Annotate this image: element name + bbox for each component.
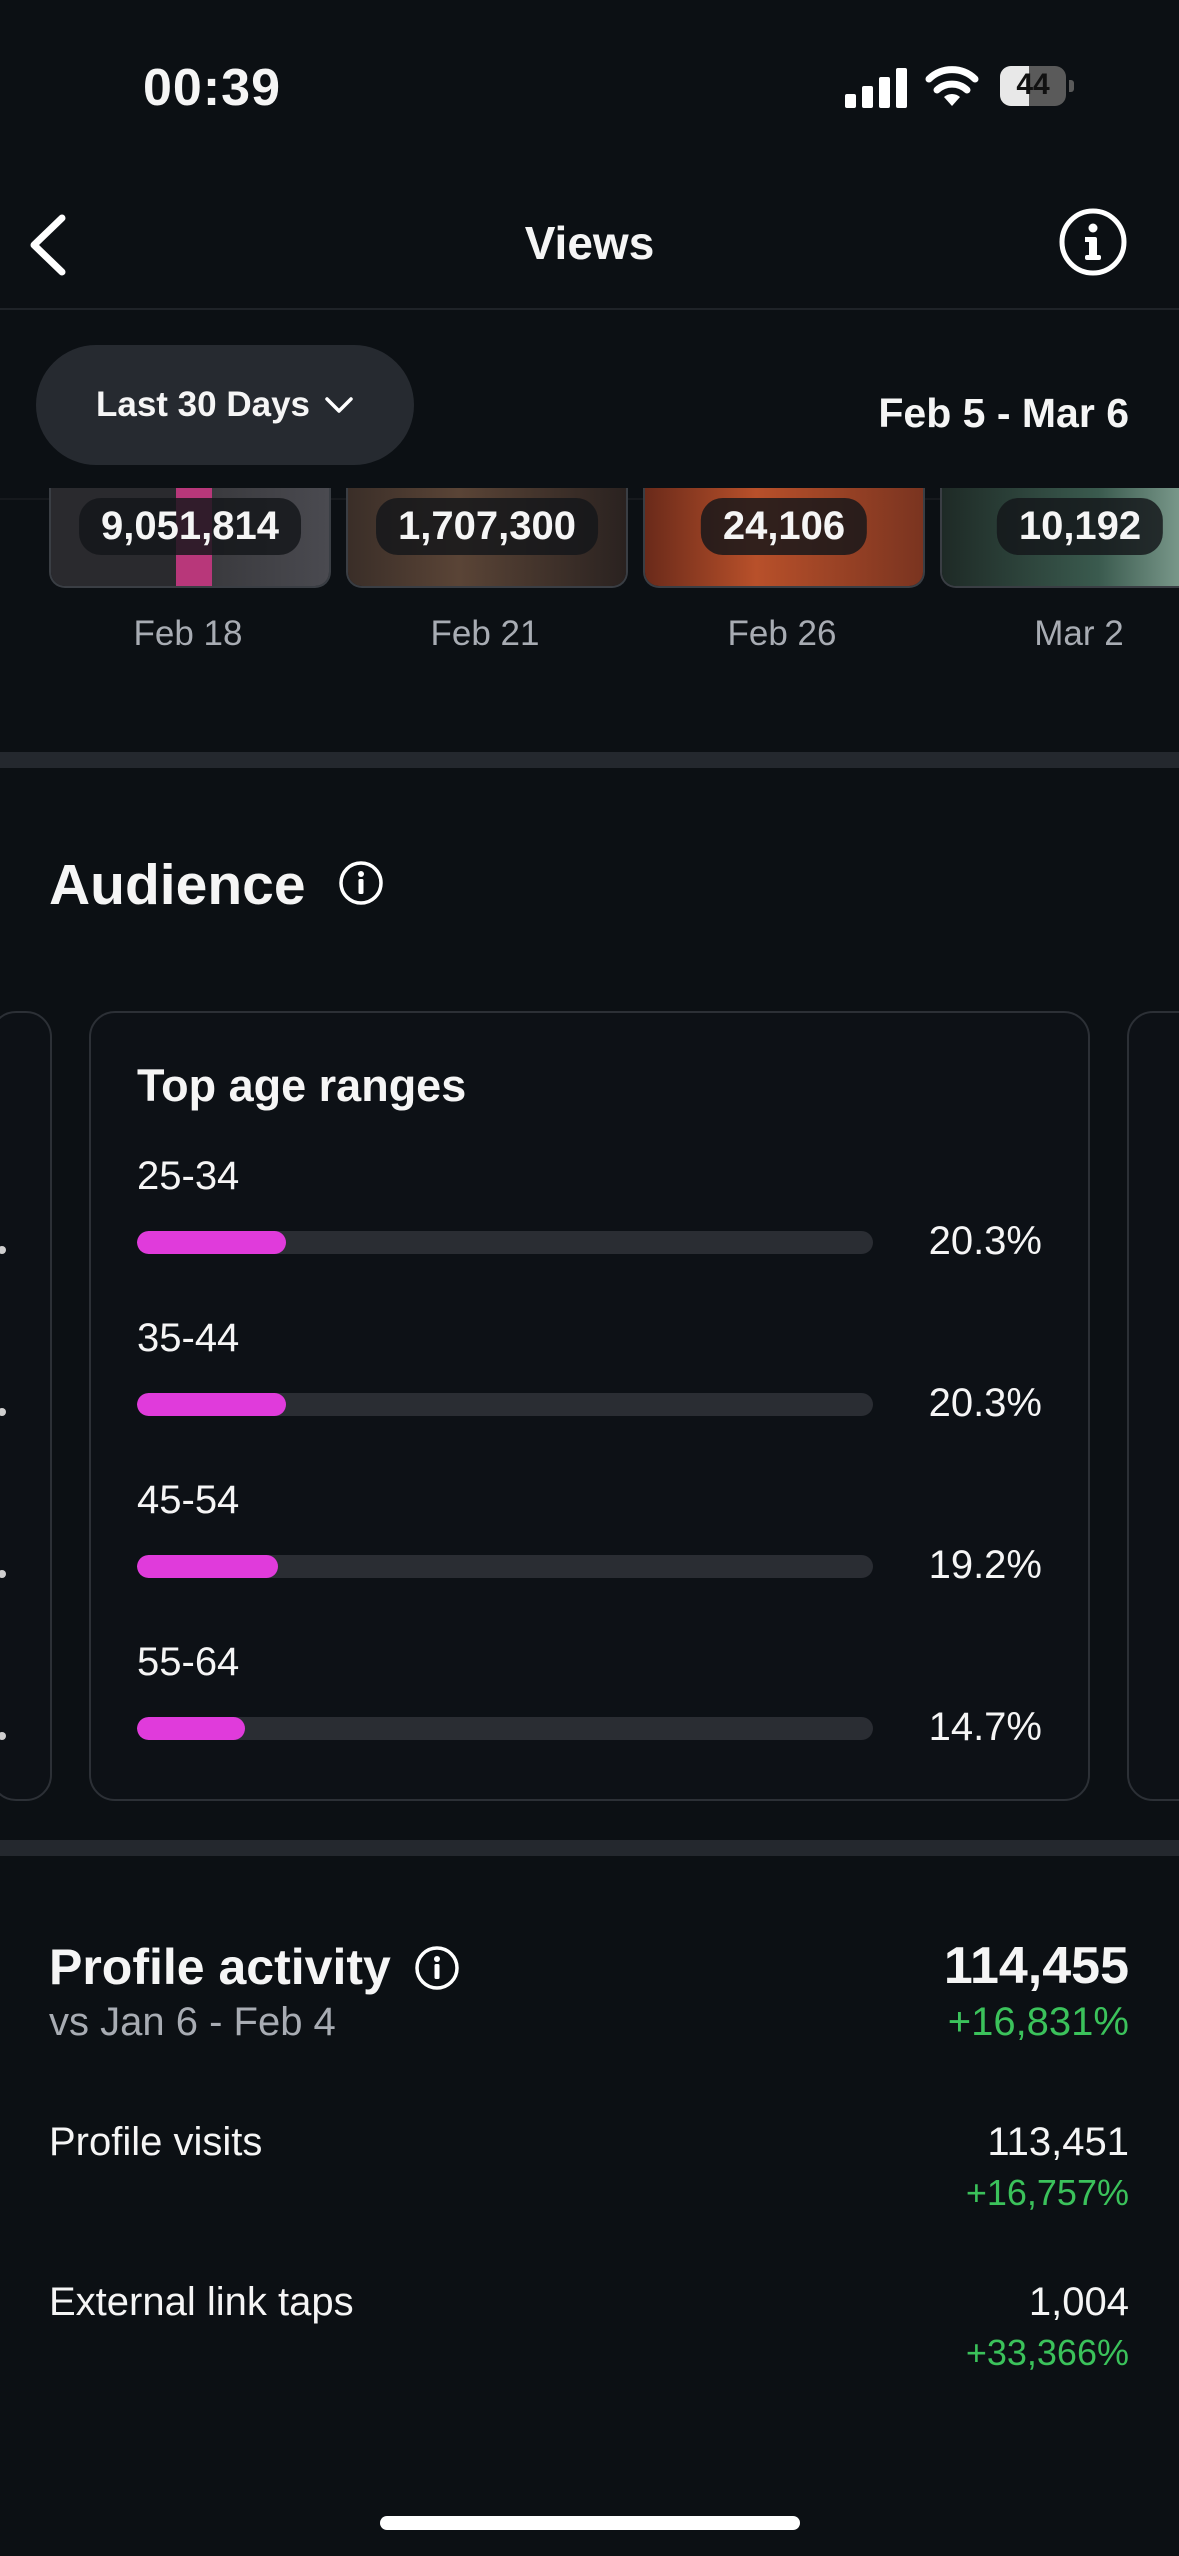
info-icon[interactable]	[1058, 207, 1128, 277]
metric-value: 1,004	[1028, 2280, 1129, 2324]
list-marker	[0, 1246, 6, 1254]
age-range-bar	[137, 1717, 873, 1740]
age-range-label: 25-34	[137, 1154, 240, 1198]
metric-label: External link taps	[49, 2280, 354, 2324]
content-thumbnail[interactable]: 24,106	[643, 488, 925, 588]
nav-divider	[0, 308, 1179, 310]
age-range-label: 55-64	[137, 1640, 240, 1684]
age-range-bar	[137, 1555, 873, 1578]
page-title: Views	[524, 217, 655, 269]
status-time: 00:39	[143, 59, 281, 117]
age-range-percent: 20.3%	[928, 1219, 1042, 1263]
section-separator	[0, 1840, 1179, 1856]
period-label: Last 30 Days	[95, 385, 311, 424]
metric-label: Profile visits	[49, 2120, 263, 2164]
age-range-percent: 19.2%	[928, 1543, 1042, 1587]
info-icon[interactable]	[338, 860, 384, 906]
content-thumbnail[interactable]: 9,051,814	[49, 488, 331, 588]
comparison-period: vs Jan 6 - Feb 4	[49, 2000, 336, 2044]
cellular-signal-icon	[845, 68, 907, 108]
card-title: Top age ranges	[137, 1060, 467, 1111]
content-views: 24,106	[700, 498, 868, 555]
age-range-label: 45-54	[137, 1478, 240, 1522]
age-range-bar	[137, 1231, 873, 1254]
content-date: Feb 21	[430, 614, 540, 653]
audience-card-next[interactable]	[1127, 1011, 1179, 1801]
age-range-percent: 14.7%	[928, 1705, 1042, 1749]
profile-activity-change: +16,831%	[947, 2000, 1129, 2044]
battery-icon: 44	[1000, 66, 1074, 106]
age-range-percent: 20.3%	[928, 1381, 1042, 1425]
metric-value: 113,451	[987, 2120, 1129, 2164]
content-date: Mar 2	[1034, 614, 1124, 653]
profile-activity-total: 114,455	[943, 1937, 1129, 1995]
list-marker	[0, 1570, 6, 1578]
content-views: 1,707,300	[376, 498, 598, 555]
audience-title: Audience	[49, 853, 306, 917]
battery-level: 44	[1016, 68, 1050, 101]
content-views: 9,051,814	[79, 498, 301, 555]
age-range-label: 35-44	[137, 1316, 240, 1360]
content-date: Feb 18	[133, 614, 243, 653]
content-thumbnail[interactable]: 1,707,300	[346, 488, 628, 588]
metric-change: +33,366%	[965, 2332, 1129, 2373]
metric-change: +16,757%	[965, 2172, 1129, 2213]
date-range: Feb 5 - Mar 6	[878, 390, 1129, 436]
period-dropdown[interactable]: Last 30 Days	[36, 345, 414, 465]
list-marker	[0, 1732, 6, 1740]
content-views: 10,192	[996, 498, 1164, 555]
wifi-icon	[925, 66, 979, 106]
info-icon[interactable]	[414, 1945, 460, 1991]
content-date: Feb 26	[727, 614, 837, 653]
content-thumbnail[interactable]: 10,192	[940, 488, 1179, 588]
home-indicator[interactable]	[380, 2516, 800, 2530]
chevron-left-icon[interactable]	[22, 212, 72, 278]
list-marker	[0, 1408, 6, 1416]
section-separator	[0, 752, 1179, 768]
audience-card-prev[interactable]	[0, 1011, 52, 1801]
age-range-bar	[137, 1393, 873, 1416]
profile-activity-title: Profile activity	[49, 1939, 391, 1995]
chevron-down-icon	[325, 397, 353, 413]
